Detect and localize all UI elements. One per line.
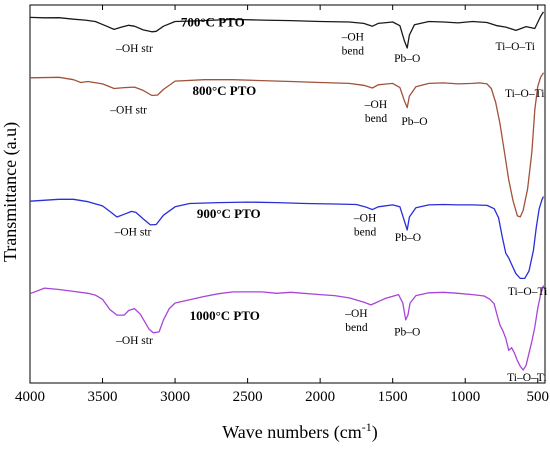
peak-annotation-line: –OH bbox=[344, 308, 367, 320]
peak-annotation: Ti–O–Ti bbox=[505, 88, 544, 100]
peak-annotation-line: Pb–O bbox=[401, 116, 427, 128]
series-label-1: 700°C PTO bbox=[181, 15, 245, 30]
series-layer: 700°C PTO 800°C PTO 900°C PTO 1000°C PTO bbox=[29, 11, 545, 371]
peak-annotation-line: –OH str bbox=[115, 335, 153, 347]
peak-annotation-line: –OH bbox=[353, 213, 376, 225]
series-line-4 bbox=[29, 285, 545, 371]
x-axis-title: Wave numbers (cm-1) bbox=[222, 420, 378, 443]
series-line-2 bbox=[29, 72, 545, 218]
peak-annotation: –OH bend bbox=[344, 308, 368, 334]
x-tick-label: 3000 bbox=[160, 389, 190, 405]
x-tick-label: 2000 bbox=[305, 389, 335, 405]
peak-annotation-line: Pb–O bbox=[394, 53, 420, 65]
peak-annotation-line: –OH bbox=[341, 32, 364, 44]
peak-annotation-line: bend bbox=[342, 46, 365, 58]
annotation-layer: –OH str –OH bend Pb–O Ti–O–Ti –OH str –OH bend P… bbox=[109, 32, 547, 385]
peak-annotation-line: –OH bbox=[364, 99, 387, 111]
peak-annotation-line: Pb–O bbox=[394, 327, 420, 339]
x-tick-label: 1000 bbox=[450, 389, 480, 405]
peak-annotation-line: Ti–O–Ti bbox=[507, 372, 546, 384]
peak-annotation: Pb–O bbox=[395, 232, 421, 244]
series-label-2: 800°C PTO bbox=[192, 83, 256, 98]
series-line-1 bbox=[29, 11, 545, 49]
peak-annotation-line: Pb–O bbox=[395, 232, 421, 244]
plot-area bbox=[29, 4, 546, 384]
peak-annotation: –OH str bbox=[114, 227, 152, 239]
peak-annotation-line: Ti–O–Ti bbox=[496, 41, 535, 53]
peak-annotation-line: bend bbox=[365, 113, 388, 125]
series-label-4: 1000°C PTO bbox=[190, 308, 260, 323]
series-label-3: 900°C PTO bbox=[197, 206, 261, 221]
peak-annotation: Pb–O bbox=[394, 53, 420, 65]
peak-annotation: Ti–O–Ti bbox=[508, 286, 547, 298]
x-tick-label: 3500 bbox=[88, 389, 118, 405]
x-tick-label: 500 bbox=[526, 389, 549, 405]
peak-annotation-line: –OH str bbox=[109, 105, 147, 117]
x-tick-label: 2500 bbox=[233, 389, 263, 405]
x-tick-label: 4000 bbox=[15, 389, 45, 405]
x-tick-label: 1500 bbox=[378, 389, 408, 405]
x-axis-title-superscript: -1 bbox=[362, 420, 372, 434]
peak-annotation: –OH str bbox=[115, 43, 153, 55]
peak-annotation: –OH bend bbox=[364, 99, 388, 125]
peak-annotation: –OH str bbox=[115, 335, 153, 347]
peak-annotation-line: Ti–O–Ti bbox=[505, 88, 544, 100]
peak-annotation-line: Ti–O–Ti bbox=[508, 286, 547, 298]
peak-annotation: –OH str bbox=[109, 105, 147, 117]
peak-annotation: Ti–O–Ti bbox=[496, 41, 535, 53]
y-axis-title: Transmittance (a.u) bbox=[0, 122, 21, 262]
peak-annotation: –OH bend bbox=[353, 213, 377, 239]
plot-frame bbox=[29, 4, 546, 384]
peak-annotation: Ti–O–Ti bbox=[507, 372, 546, 384]
peak-annotation: Pb–O bbox=[394, 327, 420, 339]
peak-annotation-line: –OH str bbox=[114, 227, 152, 239]
peak-annotation-line: bend bbox=[354, 227, 377, 239]
x-axis: 4000 3500 3000 2500 2000 1500 1000 500 bbox=[15, 5, 549, 405]
series-line-3 bbox=[29, 196, 545, 280]
peak-annotation-line: –OH str bbox=[115, 43, 153, 55]
peak-annotation: Pb–O bbox=[401, 116, 427, 128]
peak-annotation-line: bend bbox=[345, 322, 368, 334]
peak-annotation: –OH bend bbox=[341, 32, 365, 58]
